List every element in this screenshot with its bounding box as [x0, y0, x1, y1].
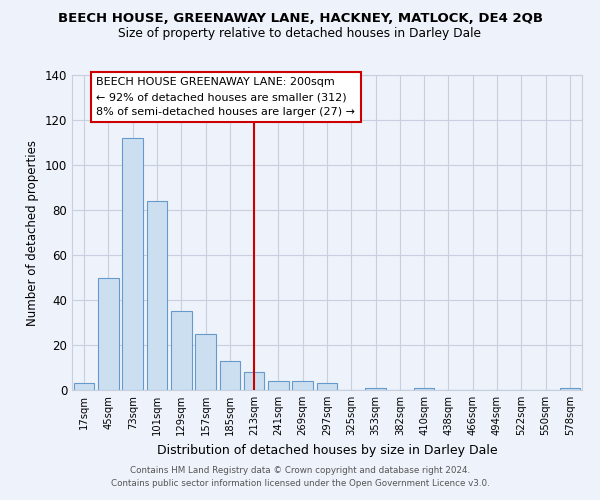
Text: BEECH HOUSE GREENAWAY LANE: 200sqm
← 92% of detached houses are smaller (312)
8%: BEECH HOUSE GREENAWAY LANE: 200sqm ← 92%… — [96, 77, 355, 117]
Y-axis label: Number of detached properties: Number of detached properties — [26, 140, 39, 326]
Bar — [244, 372, 265, 390]
Text: Size of property relative to detached houses in Darley Dale: Size of property relative to detached ho… — [119, 28, 482, 40]
Text: Contains HM Land Registry data © Crown copyright and database right 2024.
Contai: Contains HM Land Registry data © Crown c… — [110, 466, 490, 487]
Bar — [171, 311, 191, 390]
Bar — [560, 388, 580, 390]
Text: BEECH HOUSE, GREENAWAY LANE, HACKNEY, MATLOCK, DE4 2QB: BEECH HOUSE, GREENAWAY LANE, HACKNEY, MA… — [58, 12, 542, 26]
Bar — [317, 383, 337, 390]
Bar — [268, 381, 289, 390]
Bar — [195, 334, 216, 390]
X-axis label: Distribution of detached houses by size in Darley Dale: Distribution of detached houses by size … — [157, 444, 497, 456]
Bar — [220, 361, 240, 390]
Bar — [414, 388, 434, 390]
Bar — [146, 201, 167, 390]
Bar — [74, 383, 94, 390]
Bar — [365, 388, 386, 390]
Bar — [292, 381, 313, 390]
Bar — [122, 138, 143, 390]
Bar — [98, 278, 119, 390]
